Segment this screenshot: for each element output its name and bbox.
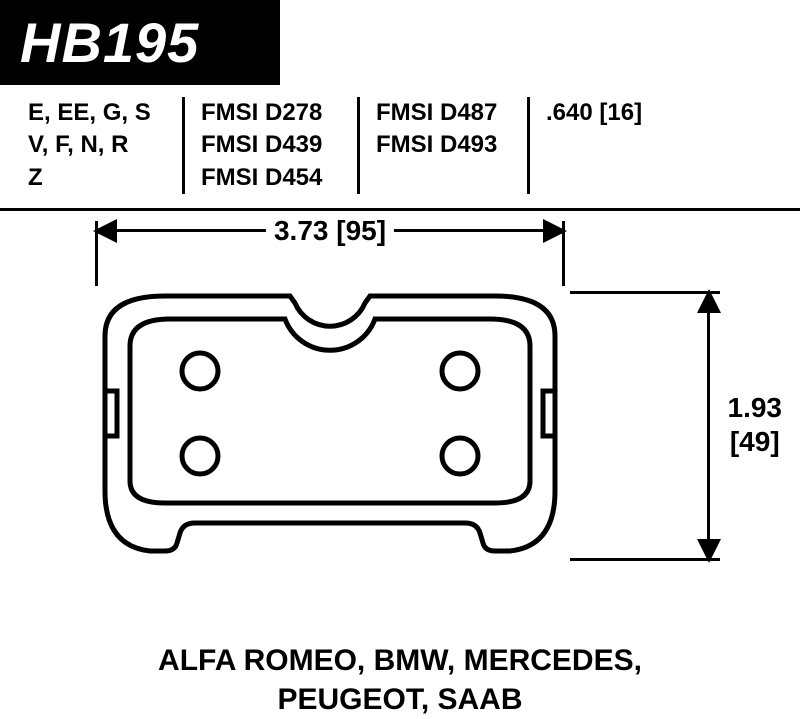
- pad-inner-path: [130, 319, 530, 503]
- pad-outer-path: [105, 296, 555, 551]
- fmsi-code: FMSI D439: [201, 129, 349, 161]
- height-label: 1.93 [49]: [728, 391, 783, 458]
- height-mm: [49]: [728, 425, 783, 459]
- fmsi-code: FMSI D454: [201, 162, 349, 194]
- width-dimension: 3.73 [95]: [95, 229, 565, 232]
- compounds-column: E, EE, G, S V, F, N, R Z: [20, 97, 185, 194]
- spec-row: E, EE, G, S V, F, N, R Z FMSI D278 FMSI …: [0, 85, 800, 211]
- height-inches: 1.93: [728, 391, 783, 425]
- brake-pad-outline: [95, 291, 565, 571]
- compound-line: V, F, N, R: [28, 129, 174, 161]
- width-label: 3.73 [95]: [266, 215, 394, 247]
- diagram-area: 3.73 [95] 1.93 [49]: [0, 211, 800, 641]
- width-inches: 3.73: [274, 215, 329, 246]
- fmsi-code: FMSI D487: [376, 97, 519, 129]
- rivet-hole: [182, 438, 218, 474]
- compound-line: Z: [28, 162, 174, 194]
- rivet-hole: [442, 438, 478, 474]
- height-dimension: [707, 291, 710, 561]
- width-mm: [95]: [336, 215, 386, 246]
- rivet-hole: [182, 353, 218, 389]
- thickness-column: .640 [16]: [530, 97, 670, 194]
- applications-line: PEUGEOT, SAAB: [40, 680, 760, 719]
- compound-line: E, EE, G, S: [28, 97, 174, 129]
- header-bar: HB195: [0, 0, 280, 85]
- fmsi-code: FMSI D493: [376, 129, 519, 161]
- rivet-hole: [442, 353, 478, 389]
- thickness-value: .640 [16]: [546, 97, 662, 129]
- fmsi-column-2: FMSI D487 FMSI D493: [360, 97, 530, 194]
- applications-footer: ALFA ROMEO, BMW, MERCEDES, PEUGEOT, SAAB: [0, 641, 800, 719]
- dimension-arrow-up: [707, 291, 710, 426]
- applications-line: ALFA ROMEO, BMW, MERCEDES,: [40, 641, 760, 680]
- dimension-arrow-down: [707, 426, 710, 561]
- part-number: HB195: [20, 10, 260, 75]
- fmsi-column-1: FMSI D278 FMSI D439 FMSI D454: [185, 97, 360, 194]
- fmsi-code: FMSI D278: [201, 97, 349, 129]
